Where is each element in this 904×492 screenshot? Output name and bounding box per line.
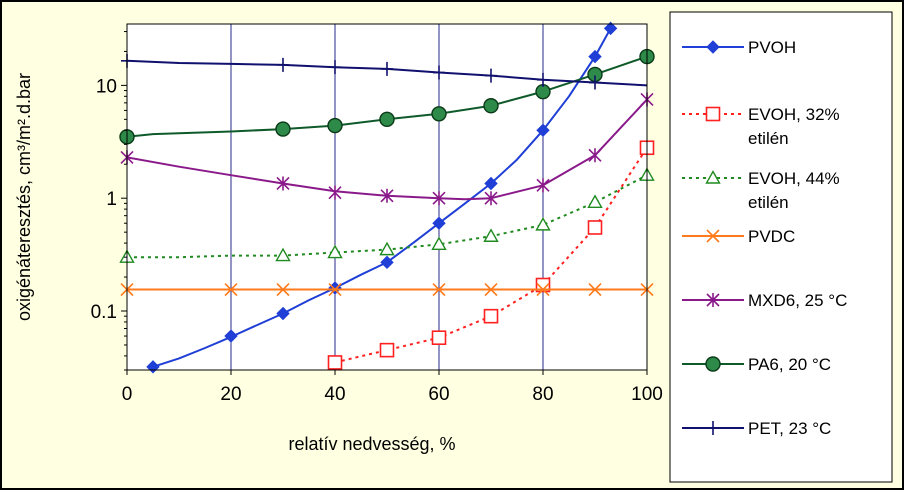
series-0 [146, 21, 618, 374]
series-5 [119, 48, 655, 145]
data-marker [381, 61, 393, 76]
series-layer [119, 21, 655, 374]
legend-item: EVOH, 32% etilén [682, 105, 840, 148]
data-marker [327, 244, 343, 259]
data-marker [588, 49, 602, 64]
data-marker [224, 329, 238, 343]
data-marker [380, 188, 394, 203]
data-marker [432, 282, 446, 297]
legend: PVOH EVOH, 32% etilén EVOH, 44% etilén PVDC MX… [682, 38, 847, 438]
data-marker [706, 293, 720, 307]
data-marker [275, 121, 291, 137]
data-marker [587, 194, 603, 208]
data-marker [483, 98, 499, 114]
data-marker [536, 123, 550, 137]
legend-box [669, 11, 893, 483]
data-marker [431, 236, 447, 251]
data-marker [484, 176, 498, 191]
data-marker [276, 176, 290, 191]
legend-item: PVDC [682, 227, 795, 246]
data-marker [588, 282, 602, 297]
legend-label: PA6, 20 °C [748, 355, 831, 374]
data-marker [589, 75, 601, 90]
legend-item: EVOH, 44% etilén [682, 169, 840, 212]
data-marker [484, 191, 498, 206]
data-marker [588, 148, 602, 163]
data-marker [485, 68, 497, 83]
y-tick-label: 10 [96, 76, 117, 97]
data-marker [329, 60, 341, 75]
x-tick-label: 0 [122, 384, 133, 405]
legend-label: EVOH, 44% [748, 169, 840, 188]
y-tick-label: 0.1 [91, 302, 117, 323]
x-tick-label: 60 [428, 384, 449, 405]
x-tick-label: 100 [631, 384, 663, 405]
data-marker [327, 117, 343, 134]
legend-label: MXD6, 25 °C [748, 291, 847, 310]
y-tick-label: 1 [106, 189, 117, 210]
data-marker [380, 255, 394, 270]
legend-label: EVOH, 32% [748, 105, 840, 124]
x-tick-label: 20 [220, 384, 241, 405]
data-marker [483, 308, 499, 324]
data-marker [484, 282, 498, 297]
axes: 0 20 40 60 80 100 0.1 1 10 [91, 31, 663, 405]
series-line [126, 98, 648, 201]
legend-label: PET, 23 °C [748, 419, 831, 438]
data-marker [705, 356, 721, 372]
data-marker [327, 355, 343, 370]
plot-border [126, 23, 648, 371]
data-marker [224, 282, 238, 297]
data-marker [379, 111, 395, 128]
legend-label: etilén [748, 129, 789, 148]
data-marker [328, 185, 342, 200]
data-marker [431, 330, 447, 346]
x-axis-label: relatív nedvesség, % [288, 434, 455, 454]
data-marker [328, 282, 342, 297]
data-marker [275, 247, 291, 262]
legend-label: PVOH [748, 38, 796, 57]
legend-item: PVOH [682, 38, 796, 57]
x-tick-label: 80 [532, 384, 553, 405]
legend-item: MXD6, 25 °C [682, 291, 847, 310]
data-marker [705, 106, 721, 122]
data-marker [379, 241, 395, 256]
data-marker [706, 40, 720, 54]
data-marker [276, 306, 290, 321]
y-axis-label: oxigénáteresztés, cm³/m².d.bar [14, 73, 34, 321]
data-marker [707, 421, 719, 435]
data-marker [537, 72, 549, 87]
data-marker [706, 229, 720, 243]
data-marker [277, 57, 289, 72]
data-marker [603, 21, 618, 36]
data-marker [483, 228, 499, 242]
data-marker [432, 191, 446, 206]
legend-label: PVDC [748, 227, 795, 246]
data-marker [535, 216, 551, 231]
data-marker [535, 277, 551, 293]
data-marker [536, 178, 550, 193]
series-1 [327, 140, 655, 370]
legend-item: PET, 23 °C [682, 419, 831, 438]
data-marker [432, 216, 446, 230]
data-marker [431, 106, 447, 122]
legend-label: etilén [748, 193, 789, 212]
data-marker [276, 282, 290, 297]
data-marker [536, 282, 550, 297]
data-marker [379, 342, 395, 358]
series-6 [121, 53, 648, 90]
data-marker [705, 170, 721, 184]
x-tick-label: 40 [324, 384, 345, 405]
data-marker [433, 65, 445, 80]
legend-item: PA6, 20 °C [682, 355, 831, 374]
data-marker [587, 220, 603, 235]
